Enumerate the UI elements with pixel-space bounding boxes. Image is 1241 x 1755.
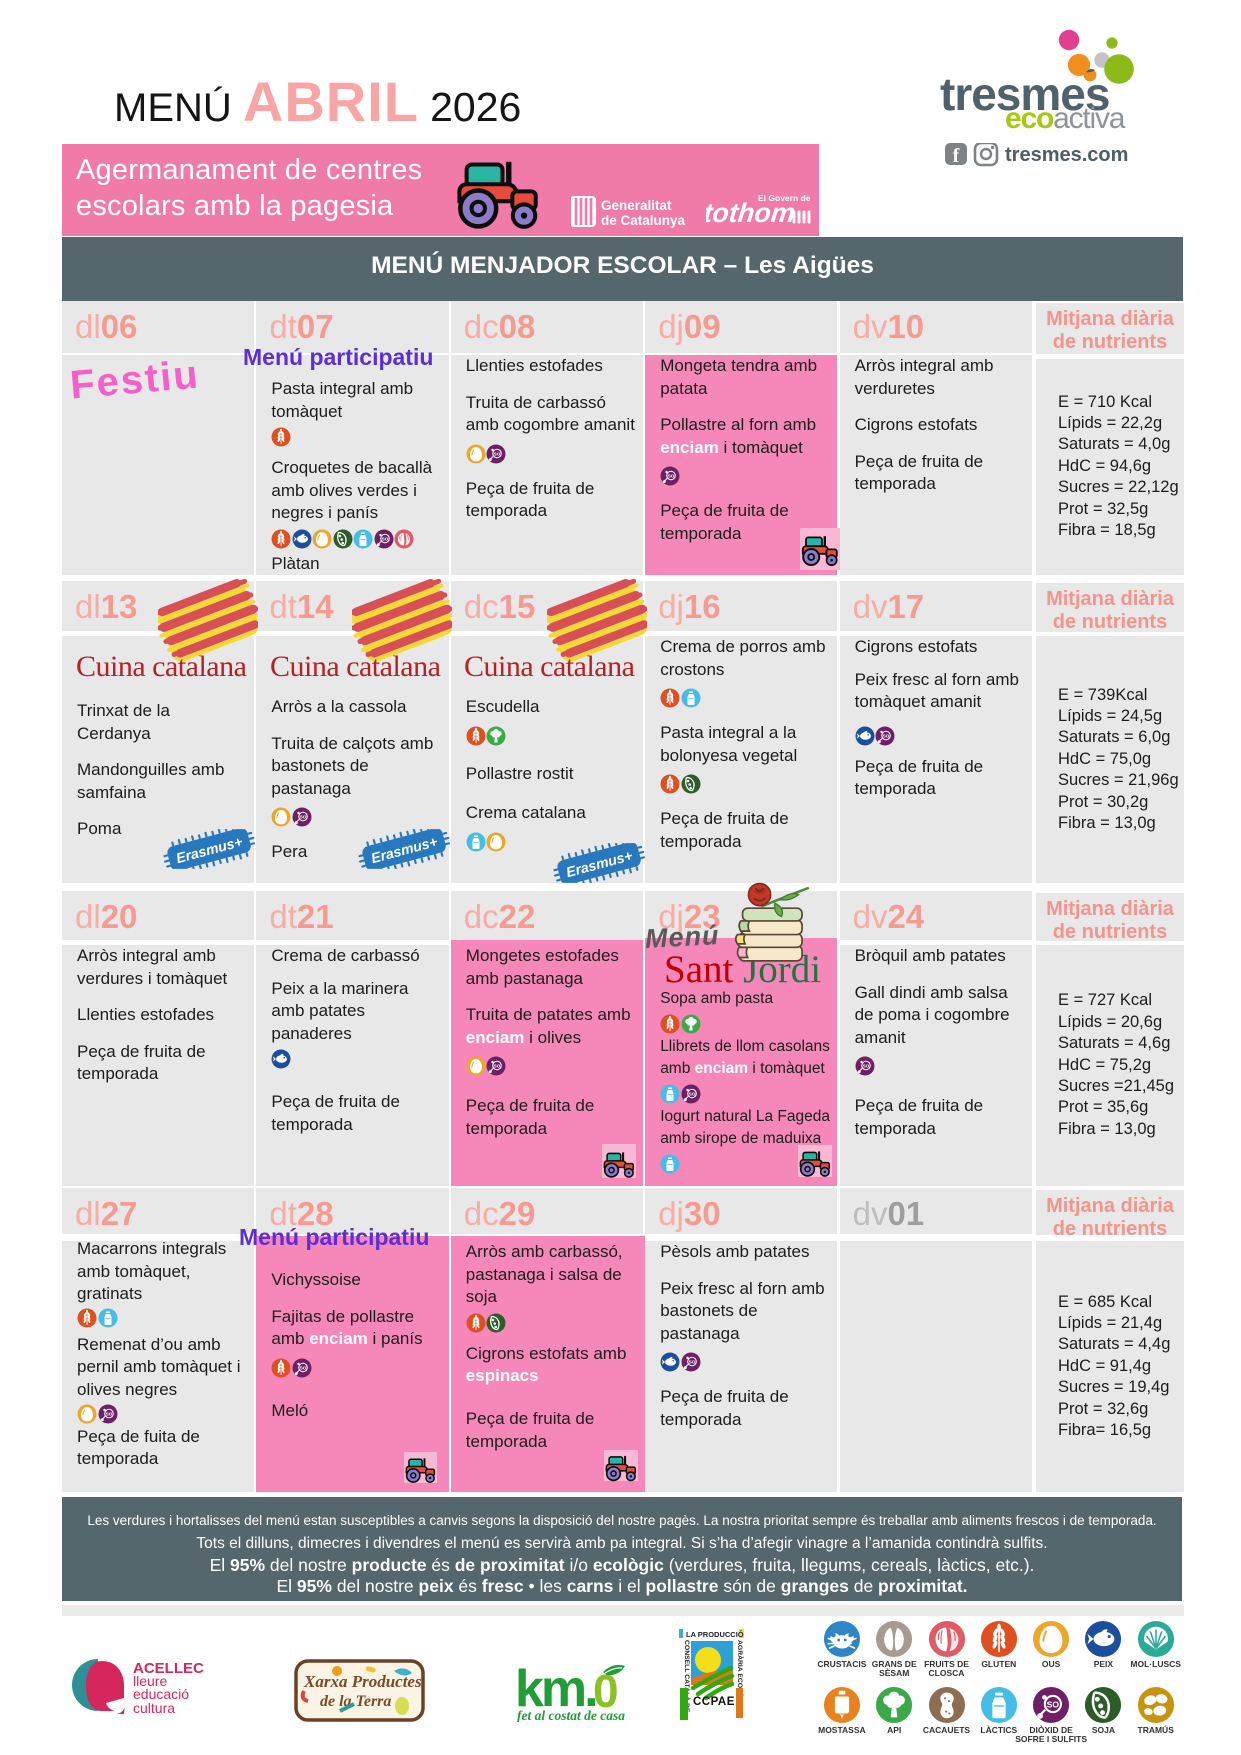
svg-text:El Govern de: El Govern de [758,193,811,203]
svg-text:tothom: tothom [706,197,797,228]
svg-text:Xarxa Productes: Xarxa Productes [303,1672,422,1691]
svg-text:tresmes.com: tresmes.com [1005,144,1128,166]
svg-text:LA PRODUCCIÓ: LA PRODUCCIÓ [686,1630,744,1639]
svg-text:f: f [953,145,960,167]
svg-text:CONSELL CATALÀ DE: CONSELL CATALÀ DE [683,1640,692,1713]
svg-text:ecoactiva: ecoactiva [1005,102,1126,135]
svg-text:de Catalunya: de Catalunya [601,213,686,228]
svg-text:CCPAE: CCPAE [693,1696,735,1708]
svg-text:Generalitat: Generalitat [601,198,672,213]
svg-text:de la Terra: de la Terra [320,1693,391,1710]
svg-text:km.: km. [515,1660,596,1718]
svg-text:AGRÀRIA ECOLÒGICA: AGRÀRIA ECOLÒGICA [736,1640,745,1715]
svg-text:fet al costat de casa: fet al costat de casa [517,1708,625,1722]
svg-text:tresmes: tresmes [940,68,1109,120]
